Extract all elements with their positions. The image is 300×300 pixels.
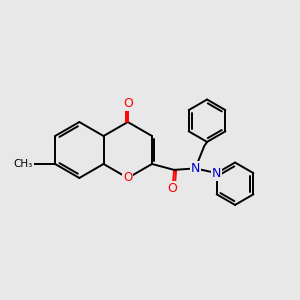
Text: N: N <box>212 167 221 180</box>
Text: N: N <box>190 162 200 175</box>
Text: CH₃: CH₃ <box>14 159 33 169</box>
Text: O: O <box>168 182 178 195</box>
Text: O: O <box>123 172 132 184</box>
Text: O: O <box>123 97 133 110</box>
